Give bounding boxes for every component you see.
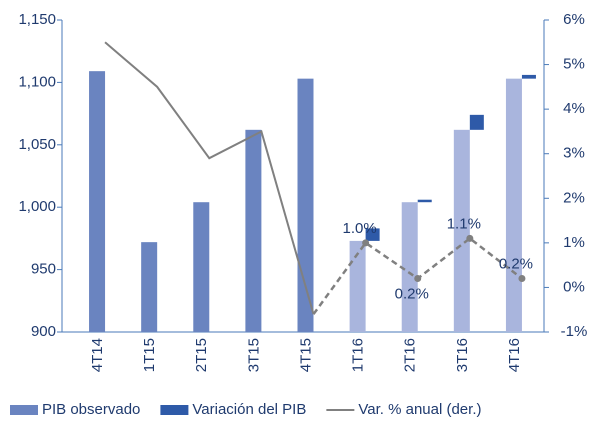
y2-tick-label: -1% (561, 323, 588, 340)
y2-tick-label: 0% (563, 278, 585, 295)
variation-bar (365, 228, 380, 241)
bar (141, 242, 158, 332)
y2-tick-label: 2% (563, 189, 585, 206)
bar (297, 78, 314, 332)
bar (89, 71, 106, 332)
y-tick-label: 900 (31, 323, 56, 340)
point (414, 275, 422, 283)
y2-tick-label: 3% (563, 145, 585, 162)
x-tick-label: 1T15 (141, 338, 158, 372)
bar (245, 129, 262, 332)
data-label: 1.1% (447, 215, 481, 232)
y2-tick-label: 5% (563, 56, 585, 73)
point (518, 275, 526, 283)
variation-bar (417, 199, 432, 203)
data-label: 1.0% (343, 220, 377, 237)
data-label: 0.2% (395, 285, 429, 302)
x-tick-label: 4T15 (297, 338, 314, 372)
y-tick-label: 1,150 (18, 11, 56, 28)
bar (193, 202, 210, 332)
point (466, 234, 474, 242)
y2-tick-label: 1% (563, 234, 585, 251)
variation-bar (521, 74, 536, 79)
variation-bar (469, 114, 484, 130)
line (104, 41, 315, 315)
legend-swatch (10, 405, 38, 415)
bar (453, 129, 470, 332)
point (362, 239, 370, 247)
bar (505, 78, 522, 332)
legend-label: Variación del PIB (192, 401, 306, 418)
y-tick-label: 1,100 (18, 73, 56, 90)
legend-swatch (160, 405, 189, 415)
legend-label: PIB observado (42, 401, 140, 418)
bar (349, 240, 366, 332)
data-label: 0.2% (499, 255, 533, 272)
x-tick-label: 2T16 (402, 338, 419, 372)
x-tick-label: 4T14 (89, 338, 106, 372)
x-tick-label: 3T15 (245, 338, 262, 372)
y-tick-label: 1,050 (18, 136, 56, 153)
legend-label: Var. % anual (der.) (358, 401, 481, 418)
x-tick-label: 3T16 (454, 338, 471, 372)
bar (401, 202, 418, 332)
y-tick-label: 950 (31, 261, 56, 278)
y2-tick-label: 4% (563, 100, 585, 117)
y2-tick-label: 6% (563, 11, 585, 28)
x-tick-label: 1T16 (350, 338, 367, 372)
y-tick-label: 1,000 (18, 198, 56, 215)
x-tick-label: 2T15 (193, 338, 210, 372)
x-tick-label: 4T16 (506, 338, 523, 372)
